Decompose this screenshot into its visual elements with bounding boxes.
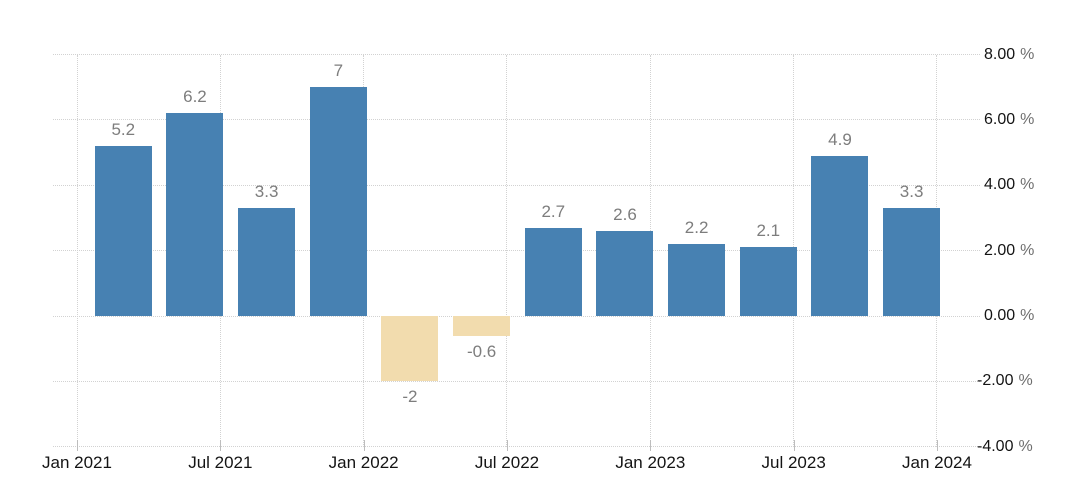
y-axis-label: 2.00% [984,241,1034,261]
bar-value-label: 2.2 [684,218,709,238]
y-tick-value: 0.00 [984,307,1016,324]
bar-2023-q4 [883,208,941,316]
bar-2022-q1 [381,316,439,382]
y-tick-value: -2.00 [977,372,1014,390]
bar-2021-q1 [94,146,152,316]
x-axis-label: Jul 2022 [474,453,540,472]
h-gridline [53,119,980,121]
y-tick-value: 4.00 [984,176,1016,194]
y-axis-label: -4.00% [977,437,1033,457]
x-axis-tick [793,440,795,451]
x-axis-label: Jan 2023 [615,453,686,472]
bar-2021-q4 [309,87,367,316]
y-tick-value: 8.00 [984,45,1016,63]
bar-value-label: 4.9 [828,129,852,149]
h-gridline [53,380,980,382]
x-axis-tick [936,440,938,451]
bar-2022-q3 [524,227,582,316]
x-axis-tick [506,440,508,451]
percent-sign: % [1020,45,1035,63]
bar-value-label: 2.1 [756,221,781,241]
bar-value-label: 2.6 [613,205,637,225]
bar-2021-q2 [166,113,224,316]
x-axis-label: Jul 2021 [188,453,253,472]
bar-value-label: -2 [402,387,418,407]
x-axis-label: Jan 2021 [42,453,112,472]
bar-value-label: 3.3 [899,182,924,202]
h-gridline [53,250,980,252]
bar-value-label: 7 [333,61,344,81]
y-axis-label: 8.00% [984,45,1034,65]
bar-value-label: 5.2 [111,120,136,140]
percent-sign: % [1020,176,1035,194]
bar-2023-q3 [811,155,869,316]
x-axis-tick [220,440,222,451]
bar-value-label: -0.6 [466,341,497,361]
y-tick-value: -4.00 [977,437,1014,455]
x-axis-label: Jan 2024 [902,453,972,472]
bar-value-label: 2.7 [541,201,566,221]
y-tick-value: 6.00 [984,110,1016,128]
percent-sign: % [1020,307,1035,324]
x-axis-tick [77,440,78,451]
percent-sign: % [1020,241,1035,259]
x-axis-label: Jul 2023 [761,453,826,472]
x-axis-tick [650,440,652,451]
h-gridline [53,446,980,448]
y-axis-label: -2.00% [977,371,1033,391]
v-gridline [76,54,78,447]
bar-2023-q1 [668,244,726,316]
bar-value-label: 6.2 [183,87,207,107]
y-axis-label: 6.00% [984,110,1034,130]
h-gridline [53,315,980,317]
y-axis-label: 0.00% [984,306,1034,326]
h-gridline [53,54,980,56]
y-tick-value: 2.00 [984,241,1016,259]
percent-sign: % [1018,437,1033,455]
bar-2022-q4 [596,231,654,316]
v-gridline [506,54,508,447]
bar-value-label: 3.3 [254,182,279,202]
h-gridline [53,184,980,186]
bar-2023-q2 [739,247,797,316]
bar-2021-q3 [238,208,296,316]
y-axis-label: 4.00% [984,175,1034,195]
bar-2022-q2 [453,316,511,336]
percent-sign: % [1020,110,1035,128]
percent-sign: % [1018,372,1033,390]
x-axis-label: Jan 2022 [328,453,399,472]
x-axis-tick [363,440,365,451]
